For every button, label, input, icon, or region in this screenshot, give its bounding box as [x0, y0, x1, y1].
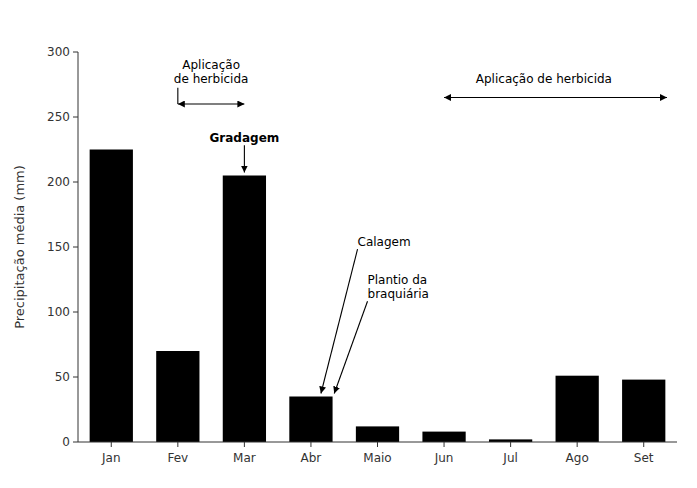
annotation-line: [177, 88, 178, 104]
y-tick-label: 150: [47, 240, 70, 254]
annotation-arrow: [321, 249, 358, 393]
x-tick: [643, 442, 644, 447]
x-tick-label: Jul: [502, 451, 517, 465]
annotation-text: Gradagem: [209, 131, 279, 145]
x-tick: [444, 442, 445, 447]
y-tick-label: 300: [47, 45, 70, 59]
bar: [556, 376, 599, 442]
annotation-arrow: [178, 103, 245, 104]
x-tick-label: Jan: [101, 451, 121, 465]
annotation-arrow: [444, 97, 667, 98]
y-tick-label: 250: [47, 110, 70, 124]
chart: 0 50 100 150 200 250 300 Jan Fev Mar Abr Maio Jun Jul…: [0, 0, 697, 488]
y-tick: [73, 312, 78, 313]
y-tick: [73, 247, 78, 248]
x-tick: [177, 442, 178, 447]
annotation-text: Plantio dabraquiária: [368, 273, 429, 301]
annotation-text: Aplicação de herbicida: [476, 72, 612, 86]
x-tick-label: Fev: [167, 451, 188, 465]
x-tick: [244, 442, 245, 447]
bars: [90, 150, 666, 443]
bar: [223, 176, 266, 443]
y-tick-label: 0: [62, 435, 70, 449]
bar: [156, 351, 199, 442]
x-tick-label: Maio: [363, 451, 391, 465]
bar: [422, 432, 465, 442]
annotation-text: Calagem: [358, 235, 411, 249]
x-tick-label: Set: [634, 451, 654, 465]
x-tick: [577, 442, 578, 447]
y-tick: [73, 52, 78, 53]
x-tick: [310, 442, 311, 447]
bar: [622, 380, 665, 442]
y-axis-label: Precipitação média (mm): [12, 165, 27, 329]
y-tick: [73, 442, 78, 443]
annotation-arrow: [334, 301, 367, 393]
annotation-text: Aplicaçãode herbicida: [174, 58, 249, 86]
bar: [90, 150, 133, 443]
x-tick-label: Abr: [301, 451, 322, 465]
chart-container: 0 50 100 150 200 250 300 Jan Fev Mar Abr Maio Jun Jul…: [0, 0, 697, 488]
x-tick: [111, 442, 112, 447]
y-tick-label: 100: [47, 305, 70, 319]
y-tick: [73, 182, 78, 183]
x-tick: [377, 442, 378, 447]
x-tick-label: Ago: [566, 451, 589, 465]
bar: [289, 397, 332, 443]
x-tick-label: Jun: [434, 451, 454, 465]
x-tick-label: Mar: [233, 451, 256, 465]
y-tick-label: 200: [47, 175, 70, 189]
bar: [356, 426, 399, 442]
annotation-arrow: [244, 145, 245, 172]
y-tick: [73, 377, 78, 378]
y-tick: [73, 117, 78, 118]
x-tick: [510, 442, 511, 447]
y-tick-label: 50: [55, 370, 70, 384]
